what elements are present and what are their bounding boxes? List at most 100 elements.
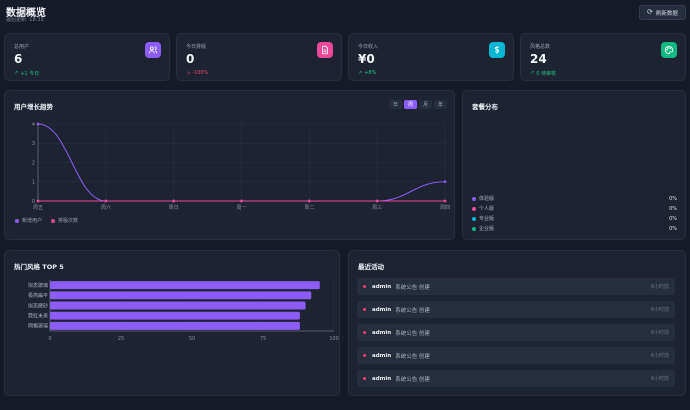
activity-user: admin	[372, 306, 392, 313]
trend-up-icon: ↗	[358, 70, 363, 76]
stat-value: 6	[14, 52, 23, 66]
package-item: 个人版 0%	[472, 205, 677, 212]
y-tick-label: 1	[32, 180, 35, 186]
stat-card-users: 总用户 6 ↗ +1 今日	[4, 33, 170, 81]
stat-value: 0	[186, 52, 195, 66]
bar	[50, 321, 300, 330]
x-tick-label: 周二	[304, 205, 314, 211]
period-day-button[interactable]: 日	[389, 100, 402, 109]
palette-icon	[661, 42, 677, 58]
activity-bullet	[363, 354, 366, 357]
period-month-button[interactable]: 月	[419, 100, 432, 109]
x-tick-label: 75	[260, 336, 266, 342]
activity-item[interactable]: admin 系统公告 创建 6小时前	[357, 301, 675, 318]
stat-label: 今日排版	[186, 44, 207, 50]
data-point	[240, 199, 243, 203]
stat-label: 总用户	[14, 44, 30, 50]
package-item: 专业版 0%	[472, 215, 677, 222]
top-styles-title: 热门风格 TOP 5	[14, 263, 64, 271]
category-label: 拟态玻璃	[28, 282, 48, 289]
package-pct: 0%	[669, 215, 677, 222]
stat-change: ↗ +8%	[358, 70, 376, 76]
dollar-icon	[489, 42, 505, 58]
package-dot	[472, 196, 476, 201]
x-tick-label: 25	[118, 336, 124, 342]
data-point	[307, 199, 311, 203]
stat-change: ↗ +1 今日	[14, 70, 39, 77]
bar	[50, 281, 320, 290]
package-dot	[472, 216, 476, 221]
data-point	[36, 122, 40, 126]
activity-item[interactable]: admin 系统公告 创建 6小时前	[357, 278, 675, 295]
period-year-button[interactable]: 年	[434, 100, 447, 109]
data-point	[104, 199, 108, 203]
package-dot	[472, 226, 476, 231]
activity-text: 系统公告 创建	[395, 376, 430, 383]
stat-card-layouts: 今日排版 0 ↘ -100%	[176, 33, 342, 81]
x-tick-label: 周日	[169, 205, 179, 211]
stat-label: 今日收入	[358, 44, 379, 50]
package-name: 体验版	[479, 196, 495, 202]
top-styles-card: 热门风格 TOP 5 0 25 50 75 100 拟态玻璃 极简扁平 拟态磨砂 霓虹未来 网格玻…	[4, 250, 340, 396]
trend-down-icon: ↘	[186, 70, 191, 76]
package-title: 套餐分布	[472, 103, 498, 111]
package-distribution-card: 套餐分布 体验版 0% 个人版 0% 专业版 0% 企业版 0%	[462, 90, 686, 240]
period-selector: 日 周 月 年	[389, 100, 447, 109]
activity-time: 6小时前	[650, 284, 669, 290]
activity-item[interactable]: admin 系统公告 创建 6小时前	[357, 370, 675, 387]
stat-card-styles: 风格总数 24 ↗ 0 待审核	[520, 33, 686, 81]
activity-text: 系统公告 创建	[395, 284, 430, 291]
document-icon	[317, 42, 333, 58]
bar	[50, 291, 312, 300]
x-tick-label: 周六	[101, 204, 111, 211]
package-pct: 0%	[669, 195, 677, 202]
activity-bullet	[363, 285, 366, 288]
activity-time: 6小时前	[650, 330, 669, 336]
y-tick-label: 3	[32, 141, 35, 147]
stat-value: 24	[530, 52, 547, 66]
package-name: 企业版	[479, 226, 495, 232]
recent-activity-card: 最近活动 admin 系统公告 创建 6小时前 admin 系统公告 创建 6小…	[348, 250, 686, 396]
x-tick-label: 周五	[33, 205, 43, 211]
bar	[50, 301, 306, 310]
growth-legend: 新增用户 排版次数	[15, 217, 78, 224]
data-point	[375, 199, 379, 203]
package-item: 企业版 0%	[472, 225, 677, 232]
activity-time: 6小时前	[650, 376, 669, 382]
period-week-button[interactable]: 周	[404, 100, 417, 109]
trend-up-icon: ↗	[14, 70, 19, 76]
package-name: 专业版	[479, 216, 495, 222]
stat-label: 风格总数	[530, 44, 551, 50]
y-tick-label: 4	[32, 122, 35, 128]
activity-user: admin	[372, 329, 392, 336]
activity-item[interactable]: admin 系统公告 创建 6小时前	[357, 324, 675, 341]
growth-chart-title: 用户增长趋势	[14, 103, 53, 111]
package-dot	[472, 206, 476, 211]
y-tick-label: 2	[32, 160, 35, 166]
page-title: 数据概览	[6, 8, 46, 19]
refresh-icon: ⟳	[647, 8, 653, 16]
activity-user: admin	[372, 283, 392, 290]
category-label: 网格玻璃	[28, 323, 48, 330]
trend-up-icon: ↗	[530, 70, 535, 76]
legend-dot-new-users	[15, 218, 19, 223]
stat-change: ↗ 0 待审核	[530, 70, 556, 77]
activity-text: 系统公告 创建	[395, 330, 430, 337]
package-name: 个人版	[479, 206, 495, 212]
activity-text: 系统公告 创建	[395, 307, 430, 314]
activity-bullet	[363, 308, 366, 311]
activity-time: 6小时前	[650, 353, 669, 359]
data-point	[443, 199, 447, 203]
last-updated: 最后更新: 18:33	[6, 17, 44, 23]
refresh-label: 刷新数据	[655, 10, 678, 17]
growth-chart-card: 用户增长趋势 日 周 月 年 0 1 2 3 4 周五 周六 周日 周一 周二 周三 周四 新增用户 …	[4, 90, 455, 240]
x-tick-label: 100	[329, 336, 339, 342]
activity-bullet	[363, 377, 366, 380]
stat-change-text: -100%	[192, 70, 209, 76]
category-label: 霓虹未来	[28, 313, 48, 320]
refresh-button[interactable]: ⟳ 刷新数据	[639, 5, 686, 20]
y-tick-label: 0	[32, 199, 35, 205]
data-point	[172, 199, 176, 203]
activity-item[interactable]: admin 系统公告 创建 6小时前	[357, 347, 675, 364]
